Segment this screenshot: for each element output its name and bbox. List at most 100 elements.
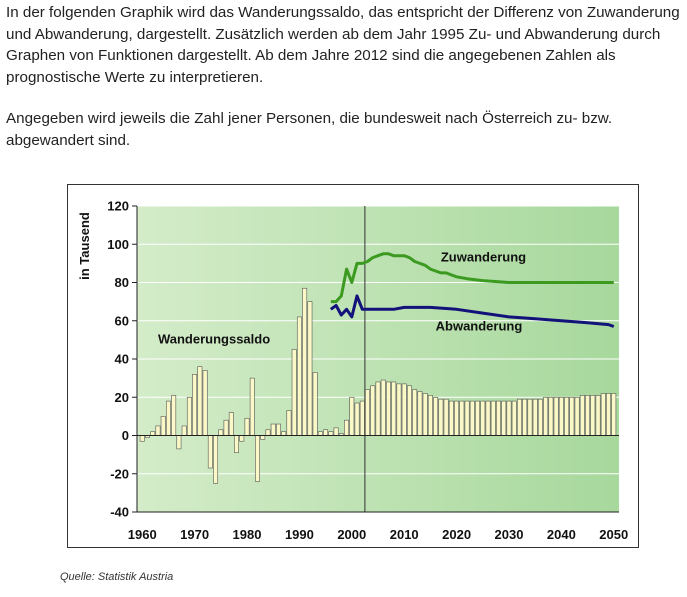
saldo-bar bbox=[375, 381, 381, 436]
saldo-bar bbox=[286, 410, 292, 436]
x-tick-label: 2010 bbox=[390, 527, 419, 542]
saldo-bar bbox=[511, 400, 517, 436]
x-tick-label: 2030 bbox=[495, 527, 524, 542]
saldo-bar bbox=[207, 435, 213, 469]
x-tick-label: 1980 bbox=[233, 527, 262, 542]
saldo-bar bbox=[323, 429, 329, 436]
saldo-bar bbox=[307, 301, 313, 436]
saldo-bar bbox=[354, 402, 360, 436]
x-tick-label: 1970 bbox=[180, 527, 209, 542]
saldo-bar bbox=[396, 383, 402, 436]
saldo-bars bbox=[139, 287, 617, 484]
saldo-bar bbox=[506, 400, 512, 436]
saldo-bar bbox=[611, 393, 617, 436]
saldo-bar bbox=[532, 398, 538, 436]
annotation-label: Wanderungssaldo bbox=[158, 332, 270, 347]
saldo-bar bbox=[249, 377, 255, 436]
saldo-bar bbox=[401, 383, 407, 436]
saldo-bar bbox=[569, 396, 575, 436]
saldo-bar bbox=[255, 435, 260, 482]
saldo-bar bbox=[239, 435, 245, 442]
saldo-bar bbox=[386, 381, 391, 436]
saldo-bar bbox=[234, 435, 239, 454]
y-tick-label: 60 bbox=[115, 313, 129, 328]
saldo-bar bbox=[228, 412, 234, 436]
annotation-label: Abwanderung bbox=[436, 318, 523, 333]
saldo-bar bbox=[265, 429, 271, 436]
x-tick-label: 2020 bbox=[442, 527, 471, 542]
saldo-bar bbox=[192, 374, 198, 436]
y-tick-label: 120 bbox=[107, 199, 129, 214]
saldo-bar bbox=[537, 398, 543, 436]
saldo-bar bbox=[139, 435, 145, 442]
x-tick-label: 2000 bbox=[337, 527, 366, 542]
saldo-bar bbox=[260, 435, 266, 440]
y-tick-label: 20 bbox=[115, 390, 129, 405]
y-tick-label: -40 bbox=[110, 505, 129, 520]
y-tick-label: 80 bbox=[115, 275, 129, 290]
y-axis-label: in Tausend bbox=[77, 212, 92, 280]
saldo-bar bbox=[302, 287, 308, 436]
saldo-bar bbox=[412, 389, 418, 436]
saldo-bar bbox=[517, 398, 522, 436]
saldo-bar bbox=[370, 385, 376, 436]
y-tick-label: 100 bbox=[107, 237, 129, 252]
axes bbox=[132, 205, 619, 513]
saldo-bar bbox=[281, 431, 287, 436]
saldo-bar bbox=[197, 366, 203, 436]
saldo-bar bbox=[448, 400, 454, 436]
saldo-bar bbox=[165, 400, 171, 436]
saldo-bar bbox=[171, 395, 177, 436]
saldo-bar bbox=[181, 425, 187, 436]
y-tick-label: 0 bbox=[122, 428, 129, 443]
intro-paragraph-2: Angegeben wird jeweils die Zahl jener Pe… bbox=[6, 110, 613, 149]
saldo-bar bbox=[160, 416, 166, 436]
saldo-bar bbox=[349, 396, 355, 436]
saldo-bar bbox=[485, 400, 491, 436]
abwanderung-line bbox=[329, 294, 615, 328]
saldo-bar bbox=[606, 393, 611, 436]
source-note: Quelle: Statistik Austria bbox=[60, 571, 174, 583]
x-tick-label: 1960 bbox=[128, 527, 157, 542]
intro-paragraph: In der folgenden Graphik wird das Wander… bbox=[6, 4, 680, 86]
annotations: Zuwanderung Abwanderung Wanderungssaldo bbox=[158, 249, 526, 346]
saldo-bar bbox=[600, 393, 606, 436]
saldo-bar bbox=[244, 417, 250, 436]
saldo-bar bbox=[406, 385, 412, 436]
saldo-bar bbox=[469, 400, 475, 436]
saldo-bar bbox=[443, 398, 449, 436]
saldo-bar bbox=[391, 381, 397, 436]
saldo-bar bbox=[296, 316, 302, 436]
saldo-bar bbox=[291, 349, 297, 436]
saldo-bar bbox=[344, 419, 350, 436]
saldo-bar bbox=[433, 396, 439, 436]
saldo-bar bbox=[176, 435, 182, 450]
saldo-bar bbox=[527, 398, 533, 436]
saldo-bar bbox=[213, 435, 219, 484]
saldo-bar bbox=[459, 400, 465, 436]
saldo-bar bbox=[218, 429, 224, 436]
saldo-bar bbox=[496, 400, 501, 436]
x-tick-label: 2040 bbox=[547, 527, 576, 542]
saldo-bar bbox=[490, 400, 496, 436]
y-tick-label: -20 bbox=[110, 466, 129, 481]
saldo-bar bbox=[333, 427, 339, 436]
saldo-bar bbox=[574, 396, 580, 436]
saldo-bar bbox=[270, 423, 276, 436]
saldo-bar bbox=[223, 419, 229, 436]
saldo-bar bbox=[501, 400, 507, 436]
saldo-bar bbox=[464, 400, 470, 436]
saldo-bar bbox=[543, 396, 549, 436]
saldo-bar bbox=[480, 400, 486, 436]
saldo-bar bbox=[579, 395, 585, 436]
series-lines bbox=[329, 252, 615, 328]
saldo-bar bbox=[186, 396, 192, 436]
saldo-bar bbox=[202, 370, 208, 436]
saldo-bar bbox=[553, 396, 559, 436]
saldo-bar bbox=[380, 379, 386, 436]
saldo-bar bbox=[276, 423, 281, 436]
saldo-bar bbox=[359, 400, 365, 436]
saldo-bar bbox=[558, 396, 564, 436]
